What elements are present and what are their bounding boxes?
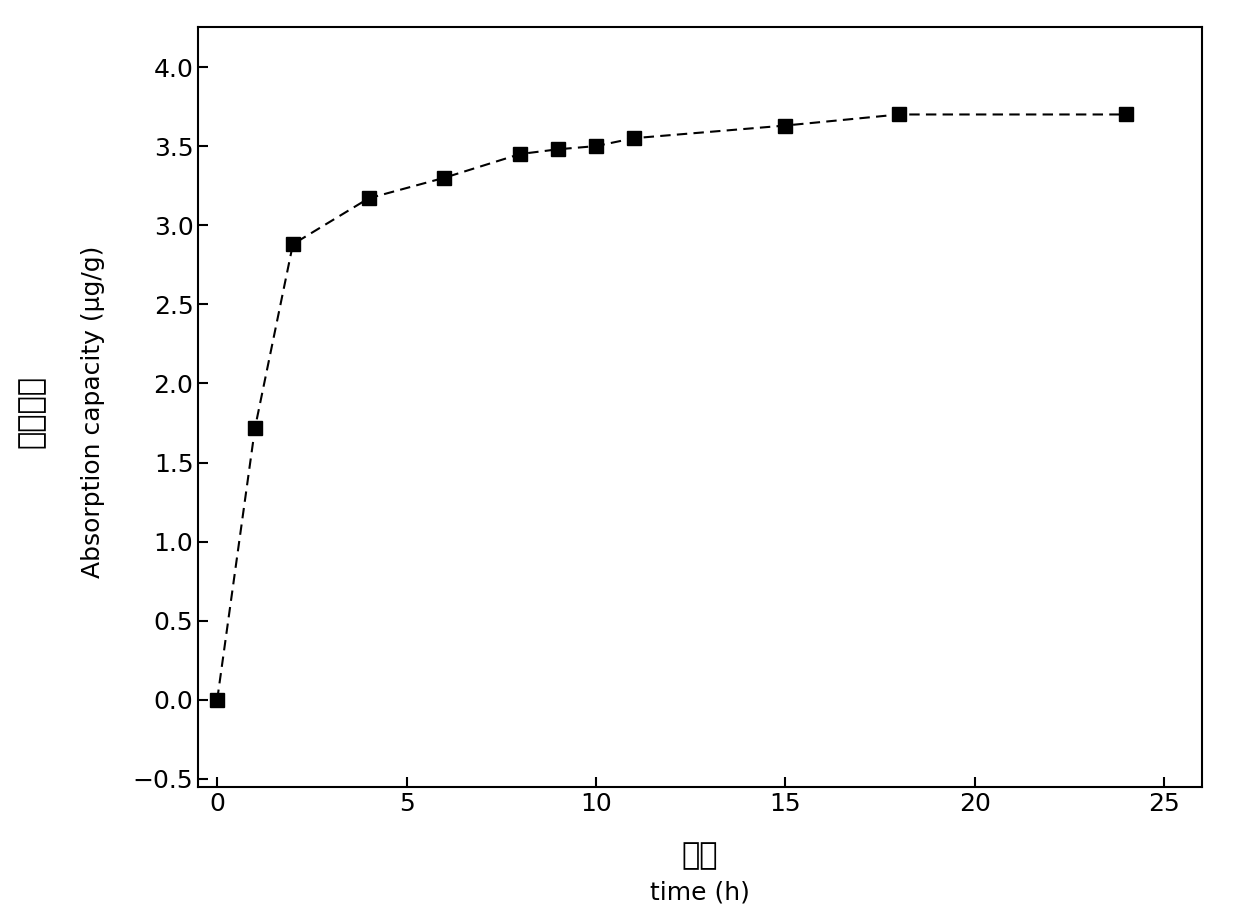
Text: time (h): time (h)	[650, 880, 750, 904]
Text: 吸附能力: 吸附能力	[16, 375, 46, 448]
Text: Absorption capacity (μg/g): Absorption capacity (μg/g)	[81, 245, 105, 578]
Text: 时间: 时间	[681, 841, 719, 870]
